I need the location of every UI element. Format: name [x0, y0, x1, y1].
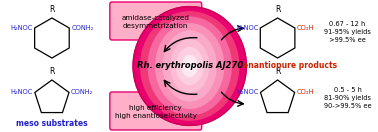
Text: H₂NOC: H₂NOC: [11, 89, 33, 95]
Text: amidase-catalyzed
desymmetrization: amidase-catalyzed desymmetrization: [122, 15, 190, 29]
Text: high efficiency
high enantioselectivity: high efficiency high enantioselectivity: [115, 105, 197, 119]
Text: R: R: [49, 67, 54, 76]
Text: 0.5 - 5 h
81-90% yields
90->99.5% ee: 0.5 - 5 h 81-90% yields 90->99.5% ee: [324, 86, 371, 110]
Ellipse shape: [156, 24, 224, 108]
Text: CONH₂: CONH₂: [71, 25, 94, 31]
Text: R: R: [275, 5, 280, 14]
Text: H₂NOC: H₂NOC: [236, 25, 258, 31]
Ellipse shape: [148, 17, 231, 115]
Text: Rh. erythropolis AJ270: Rh. erythropolis AJ270: [136, 62, 243, 70]
Ellipse shape: [171, 40, 209, 92]
Text: H₂NOC: H₂NOC: [236, 89, 259, 95]
Text: H₂NOC: H₂NOC: [10, 25, 33, 31]
Ellipse shape: [163, 31, 216, 101]
Text: CO₂H: CO₂H: [297, 25, 314, 31]
Ellipse shape: [186, 61, 194, 71]
Ellipse shape: [182, 55, 197, 77]
Text: 0.67 - 12 h
91-95% yields
>99.5% ee: 0.67 - 12 h 91-95% yields >99.5% ee: [324, 20, 371, 44]
Text: meso substrates: meso substrates: [16, 119, 88, 128]
FancyBboxPatch shape: [110, 2, 202, 40]
Text: CO₂H: CO₂H: [297, 89, 314, 95]
Text: enantiopure products: enantiopure products: [243, 62, 337, 70]
Ellipse shape: [133, 7, 246, 125]
Text: CONH₂: CONH₂: [71, 89, 93, 95]
Text: R: R: [49, 5, 54, 14]
Text: R: R: [275, 67, 280, 76]
Ellipse shape: [141, 12, 239, 120]
Ellipse shape: [177, 48, 203, 84]
FancyBboxPatch shape: [110, 92, 202, 130]
